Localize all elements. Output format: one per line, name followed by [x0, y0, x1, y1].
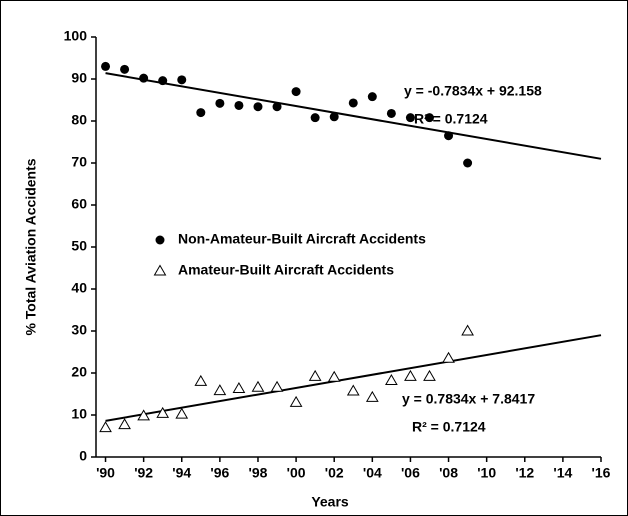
- x-tick-label: '98: [249, 465, 268, 481]
- point: [99, 421, 112, 433]
- y-tick-label: 10: [71, 406, 87, 422]
- point: [118, 418, 131, 430]
- point: [156, 406, 170, 418]
- y-tick-label: 30: [71, 322, 87, 338]
- point: [405, 113, 415, 123]
- x-tick-label: '06: [401, 465, 420, 481]
- point: [444, 131, 454, 141]
- point: [215, 98, 225, 108]
- point: [175, 407, 189, 419]
- point: [137, 409, 151, 421]
- point: [270, 380, 284, 392]
- point: [463, 158, 473, 168]
- legend-label: Amateur-Built Aircraft Accidents: [178, 262, 394, 278]
- legend-marker: [153, 264, 167, 276]
- point: [327, 370, 341, 382]
- trend-line: [105, 334, 602, 422]
- point: [329, 112, 339, 122]
- legend-marker: [155, 235, 165, 245]
- point: [158, 76, 168, 86]
- y-tick-label: 40: [71, 280, 87, 296]
- point: [367, 92, 377, 102]
- point: [253, 102, 263, 112]
- trend-r2: R² = 0.7124: [412, 419, 486, 435]
- point: [365, 390, 379, 402]
- point: [139, 73, 149, 83]
- x-tick-label: '10: [477, 465, 496, 481]
- x-tick-label: '14: [553, 465, 572, 481]
- point: [196, 108, 206, 118]
- y-tick-label: 0: [79, 448, 87, 464]
- point: [272, 102, 282, 112]
- point: [120, 64, 130, 74]
- trend-equation: y = 0.7834x + 7.8417: [402, 391, 535, 407]
- point: [213, 384, 227, 396]
- point: [386, 108, 396, 118]
- point: [194, 374, 208, 386]
- point: [348, 98, 358, 108]
- x-tick-label: '04: [363, 465, 382, 481]
- y-tick-label: 100: [64, 28, 88, 44]
- y-tick-label: 50: [71, 238, 87, 254]
- point: [234, 100, 244, 110]
- x-tick-label: '12: [515, 465, 534, 481]
- x-tick-label: '90: [96, 465, 115, 481]
- point: [177, 75, 187, 85]
- trend-r2: R² = 0.7124: [414, 111, 488, 127]
- point: [232, 382, 246, 394]
- y-tick-label: 20: [71, 364, 87, 380]
- y-tick-label: 90: [71, 70, 87, 86]
- x-tick-label: '08: [439, 465, 458, 481]
- x-tick-label: '02: [325, 465, 344, 481]
- point: [423, 369, 436, 381]
- x-tick-label: '92: [134, 465, 153, 481]
- point: [101, 61, 111, 71]
- point: [308, 369, 322, 381]
- x-tick-label: '96: [210, 465, 229, 481]
- x-axis-label: Years: [311, 494, 349, 510]
- x-tick-label: '16: [592, 465, 611, 481]
- trend-line: [105, 72, 602, 160]
- point: [424, 113, 434, 123]
- point: [385, 374, 398, 386]
- point: [404, 369, 417, 381]
- point: [346, 384, 360, 396]
- y-axis-label: % Total Aviation Accidents: [23, 158, 39, 335]
- point: [461, 324, 474, 336]
- point: [251, 380, 265, 392]
- y-tick-label: 60: [71, 196, 87, 212]
- x-tick-label: '94: [172, 465, 191, 481]
- y-tick-label: 70: [71, 154, 87, 170]
- legend-label: Non-Amateur-Built Aircraft Accidents: [178, 231, 426, 247]
- point: [310, 113, 320, 123]
- point: [442, 351, 455, 363]
- point: [289, 395, 303, 407]
- point: [291, 87, 301, 97]
- x-tick-label: '00: [287, 465, 306, 481]
- trend-equation: y = -0.7834x + 92.158: [404, 83, 542, 99]
- y-tick-label: 80: [71, 112, 87, 128]
